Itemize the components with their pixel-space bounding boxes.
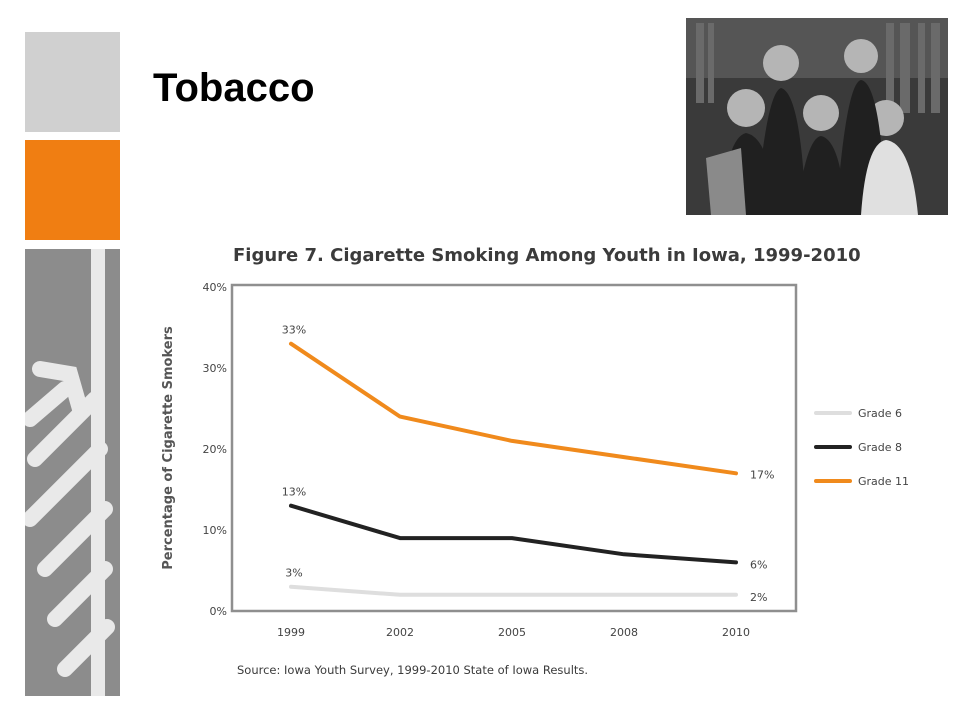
x-tick-label: 2008 <box>610 626 638 639</box>
y-tick-label: 20% <box>203 443 227 456</box>
x-tick-label: 2005 <box>498 626 526 639</box>
y-tick-label: 10% <box>203 524 227 537</box>
diagonal-stripes-graphic <box>25 249 115 696</box>
y-tick-label: 0% <box>210 605 227 618</box>
x-tick-label: 1999 <box>277 626 305 639</box>
chart-source-note: Source: Iowa Youth Survey, 1999-2010 Sta… <box>237 663 589 677</box>
data-label: 17% <box>750 468 774 481</box>
y-axis-label: Percentage of Cigarette Smokers <box>161 326 176 570</box>
legend-label: Grade 8 <box>858 441 902 454</box>
students-photo <box>686 18 948 215</box>
y-tick-label: 40% <box>203 281 227 294</box>
line-chart: Percentage of Cigarette Smokers 0% 10% 20%… <box>161 281 909 639</box>
slide-title: Tobacco <box>153 66 315 110</box>
decor-bar-orange <box>25 140 120 240</box>
data-label: 3% <box>285 567 302 580</box>
data-label: 2% <box>750 591 767 604</box>
data-label: 33% <box>282 324 306 337</box>
series-line-grade-8 <box>289 503 738 565</box>
series-line-grade-11 <box>289 341 738 476</box>
legend-label: Grade 6 <box>858 407 902 420</box>
plot-frame <box>230 283 798 613</box>
decor-bar-pattern <box>25 249 120 696</box>
x-tick-label: 2010 <box>722 626 750 639</box>
legend-label: Grade 11 <box>858 475 909 488</box>
series-line-grade-6 <box>289 584 738 597</box>
data-label: 13% <box>282 486 306 499</box>
decor-bar-gray <box>25 32 120 132</box>
y-tick-label: 30% <box>203 362 227 375</box>
x-tick-label: 2002 <box>386 626 414 639</box>
chart-title: Figure 7. Cigarette Smoking Among Youth … <box>233 245 861 266</box>
data-label: 6% <box>750 558 767 571</box>
